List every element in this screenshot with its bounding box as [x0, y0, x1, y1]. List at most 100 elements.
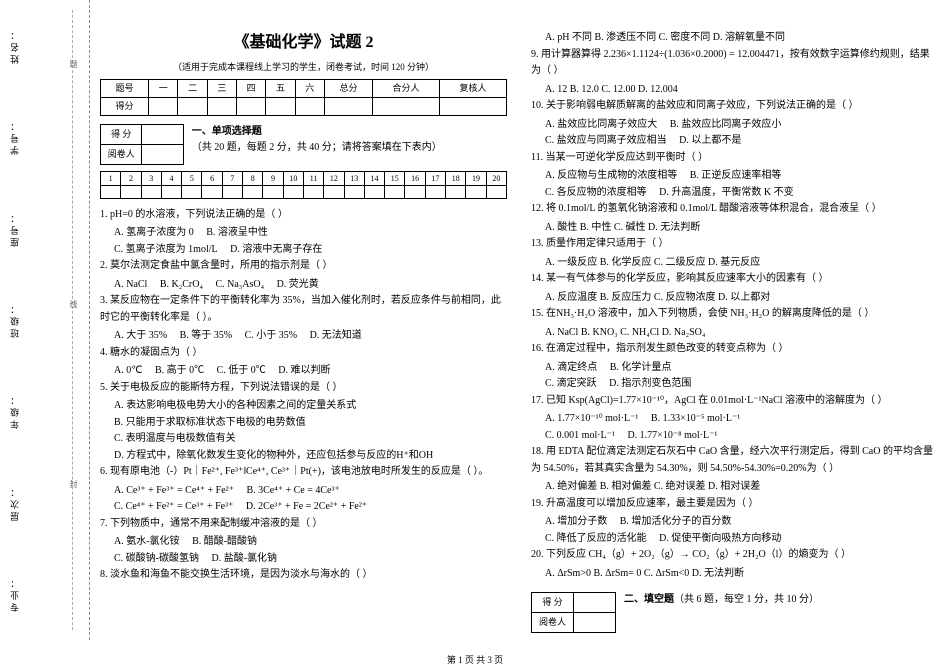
binding-label: 姓名：	[8, 28, 21, 64]
hdr-cell	[178, 98, 207, 116]
binding-margin: 姓名： 学号： 座号： 班级： 年级： 层次： 专业： 题 线 封	[0, 0, 90, 640]
hdr-cell	[324, 98, 372, 116]
hdr-cell: 一	[149, 80, 178, 98]
question-5-opts: A. 表达影响电极电势大小的各种因素之间的定量关系式 B. 只能用于求取标准状态…	[100, 398, 507, 464]
ans-num-cell: 16	[405, 171, 425, 185]
opt: B. K₂CrO₄	[160, 277, 203, 294]
binding-label: 座号：	[8, 211, 21, 247]
question-11: 11. 当某一可逆化学反应达到平衡时（ ）	[531, 150, 938, 167]
page-footer: 第 1 页 共 3 页	[0, 653, 950, 666]
opt: B. 只能用于求取标准状态下电极的电势数值	[114, 415, 507, 432]
question-16: 16. 在滴定过程中，指示剂发生颜色改变的转变点称为（ ）	[531, 341, 938, 358]
hdr-cell: 复核人	[439, 80, 506, 98]
opt: D. 促使平衡向吸热方向移动	[659, 531, 781, 548]
ans-blank-cell	[182, 185, 202, 198]
hdr-cell: 合分人	[373, 80, 440, 98]
ans-num-cell: 12	[324, 171, 344, 185]
question-10-opts: A. 盐效应比同离子效应大 B. 盐效应比同离子效应小 C. 盐效应与同离子效应…	[531, 117, 938, 150]
opt: A. 盐效应比同离子效应大	[545, 117, 657, 134]
opt: D. 无法知道	[310, 328, 362, 345]
section-b-title-block: 二、填空题（共 6 题，每空 1 分，共 10 分）	[624, 592, 819, 609]
opt: A. 滴定终点	[545, 360, 597, 377]
section-b-header: 得 分 阅卷人 二、填空题（共 6 题，每空 1 分，共 10 分）	[531, 592, 938, 633]
scorebox-cell	[142, 124, 183, 144]
ans-blank-cell	[303, 185, 323, 198]
question-6: 6. 现有原电池（-）Pt｜Fe²⁺, Fe³⁺‖Ce⁴⁺, Ce³⁺｜Pt(+…	[100, 464, 507, 481]
question-15-opts: A. NaCl B. KNO₃ C. NH₄Cl D. Na₂SO₄	[531, 325, 938, 342]
ans-num-cell: 5	[182, 171, 202, 185]
ans-num-cell: 19	[466, 171, 486, 185]
scorebox-cell: 得 分	[532, 593, 574, 613]
question-2-opts: A. NaCl B. K₂CrO₄ C. Na₃AsO₄ D. 荧光黄	[100, 277, 507, 294]
hdr-cell: 五	[266, 80, 295, 98]
ans-num-cell: 14	[364, 171, 384, 185]
ans-num-cell: 18	[446, 171, 466, 185]
section-a-header: 得 分 阅卷人 一、单项选择题（共 20 题，每题 2 分，共 40 分；请将答…	[100, 124, 507, 165]
opt: A. NaCl	[114, 277, 147, 294]
ans-num-cell: 10	[283, 171, 303, 185]
hdr-cell	[373, 98, 440, 116]
scorebox-cell	[574, 612, 616, 632]
question-18-opts: A. 绝对偏差 B. 相对偏差 C. 绝对误差 D. 相对误差	[531, 479, 938, 496]
ans-blank-cell	[202, 185, 222, 198]
opt: B. 盐效应比同离子效应小	[670, 117, 782, 134]
question-19: 19. 升高温度可以增加反应速率，最主要是因为（ ）	[531, 496, 938, 513]
opt: B. 等于 35%	[180, 328, 233, 345]
opt: A. 增加分子数	[545, 514, 607, 531]
opt: B. 3Ce⁴⁺ + Ce = 4Ce³⁺	[246, 483, 339, 500]
binding-label: 专业：	[8, 576, 21, 612]
opt: B. 正逆反应速率相等	[690, 168, 782, 185]
question-16-opts: A. 滴定终点 B. 化学计量点 C. 滴定突跃 D. 指示剂变色范围	[531, 360, 938, 393]
section-b-desc: （共 6 题，每空 1 分，共 10 分）	[674, 594, 819, 605]
opt: C. 表明温度与电极数值有关	[114, 431, 507, 448]
scorebox-cell: 得 分	[101, 124, 142, 144]
question-14: 14. 某一有气体参与的化学反应，影响其反应速率大小的因素有（ ）	[531, 271, 938, 288]
question-4: 4. 糖水的凝固点为（ ）	[100, 345, 507, 362]
opt: A. 1.77×10⁻¹⁰ mol·L⁻¹	[545, 411, 638, 428]
opt: C. 碳酸钠-碳酸氢钠	[114, 551, 199, 568]
opt: C. 小于 35%	[245, 328, 298, 345]
opt: C. Ce⁴⁺ + Fe²⁺ = Ce³⁺ + Fe³⁺	[114, 499, 233, 516]
hdr-cell: 四	[237, 80, 266, 98]
opt: D. 荧光黄	[277, 277, 319, 294]
opt: C. Na₃AsO₄	[215, 277, 264, 294]
ans-blank-cell	[324, 185, 344, 198]
question-8: 8. 淡水鱼和海鱼不能交换生活环境，是因为淡水与海水的（ ）	[100, 567, 507, 584]
question-13-opts: A. 一级反应 B. 化学反应 C. 二级反应 D. 基元反应	[531, 255, 938, 272]
ans-num-cell: 3	[141, 171, 161, 185]
section-a-title-block: 一、单项选择题（共 20 题，每题 2 分，共 40 分；请将答案填在下表内）	[192, 124, 507, 157]
score-header-table: 题号 一 二 三 四 五 六 总分 合分人 复核人 得分	[100, 79, 507, 116]
opt: D. 盐酸-氯化钠	[212, 551, 278, 568]
section-a-title: 一、单项选择题	[192, 126, 262, 137]
opt: C. 低于 0℃	[217, 363, 266, 380]
opt: A. 反应物与生成物的浓度相等	[545, 168, 677, 185]
ans-blank-cell	[263, 185, 283, 198]
question-17-opts: A. 1.77×10⁻¹⁰ mol·L⁻¹ B. 1.33×10⁻⁵ mol·L…	[531, 411, 938, 444]
question-7-opts: A. 氨水-氯化铵 B. 醋酸-醋酸钠 C. 碳酸钠-碳酸氢钠 D. 盐酸-氯化…	[100, 534, 507, 567]
ans-blank-cell	[243, 185, 263, 198]
opt: D. 方程式中，除氧化数发生变化的物种外，还应包括参与反应的H⁺和OH	[114, 448, 507, 465]
opt: D. 升高温度，平衡常数 K 不变	[659, 185, 793, 202]
ans-blank-cell	[385, 185, 405, 198]
question-14-opts: A. 反应温度 B. 反应压力 C. 反应物浓度 D. 以上都对	[531, 290, 938, 307]
ans-blank-cell	[283, 185, 303, 198]
opt: D. 溶液中无离子存在	[230, 242, 322, 259]
question-1-opts: A. 氢离子浓度为 0 B. 溶液呈中性 C. 氢离子浓度为 1mol/L D.…	[100, 225, 507, 258]
binding-dash-line	[72, 10, 73, 630]
opt: B. 增加活化分子的百分数	[620, 514, 732, 531]
hdr-cell: 六	[295, 80, 324, 98]
opt: B. 溶液呈中性	[206, 225, 268, 242]
opt: A. 氢离子浓度为 0	[114, 225, 194, 242]
ans-num-cell: 4	[161, 171, 181, 185]
opt: A. 表达影响电极电势大小的各种因素之间的定量关系式	[114, 398, 507, 415]
opt: D. 2Ce³⁺ + Fe = 2Ce²⁺ + Fe²⁺	[246, 499, 367, 516]
hdr-cell	[237, 98, 266, 116]
ans-blank-cell	[446, 185, 466, 198]
question-2: 2. 莫尔法测定食盐中氯含量时，所用的指示剂是（ ）	[100, 258, 507, 275]
ans-num-cell: 2	[121, 171, 141, 185]
question-4-opts: A. 0℃ B. 高于 0℃ C. 低于 0℃ D. 难以判断	[100, 363, 507, 380]
opt: B. 醋酸-醋酸钠	[192, 534, 257, 551]
hdr-cell	[439, 98, 506, 116]
question-9: 9. 用计算器算得 2.236×1.1124÷(1.036×0.2000) = …	[531, 47, 938, 80]
binding-label: 学号：	[8, 119, 21, 155]
